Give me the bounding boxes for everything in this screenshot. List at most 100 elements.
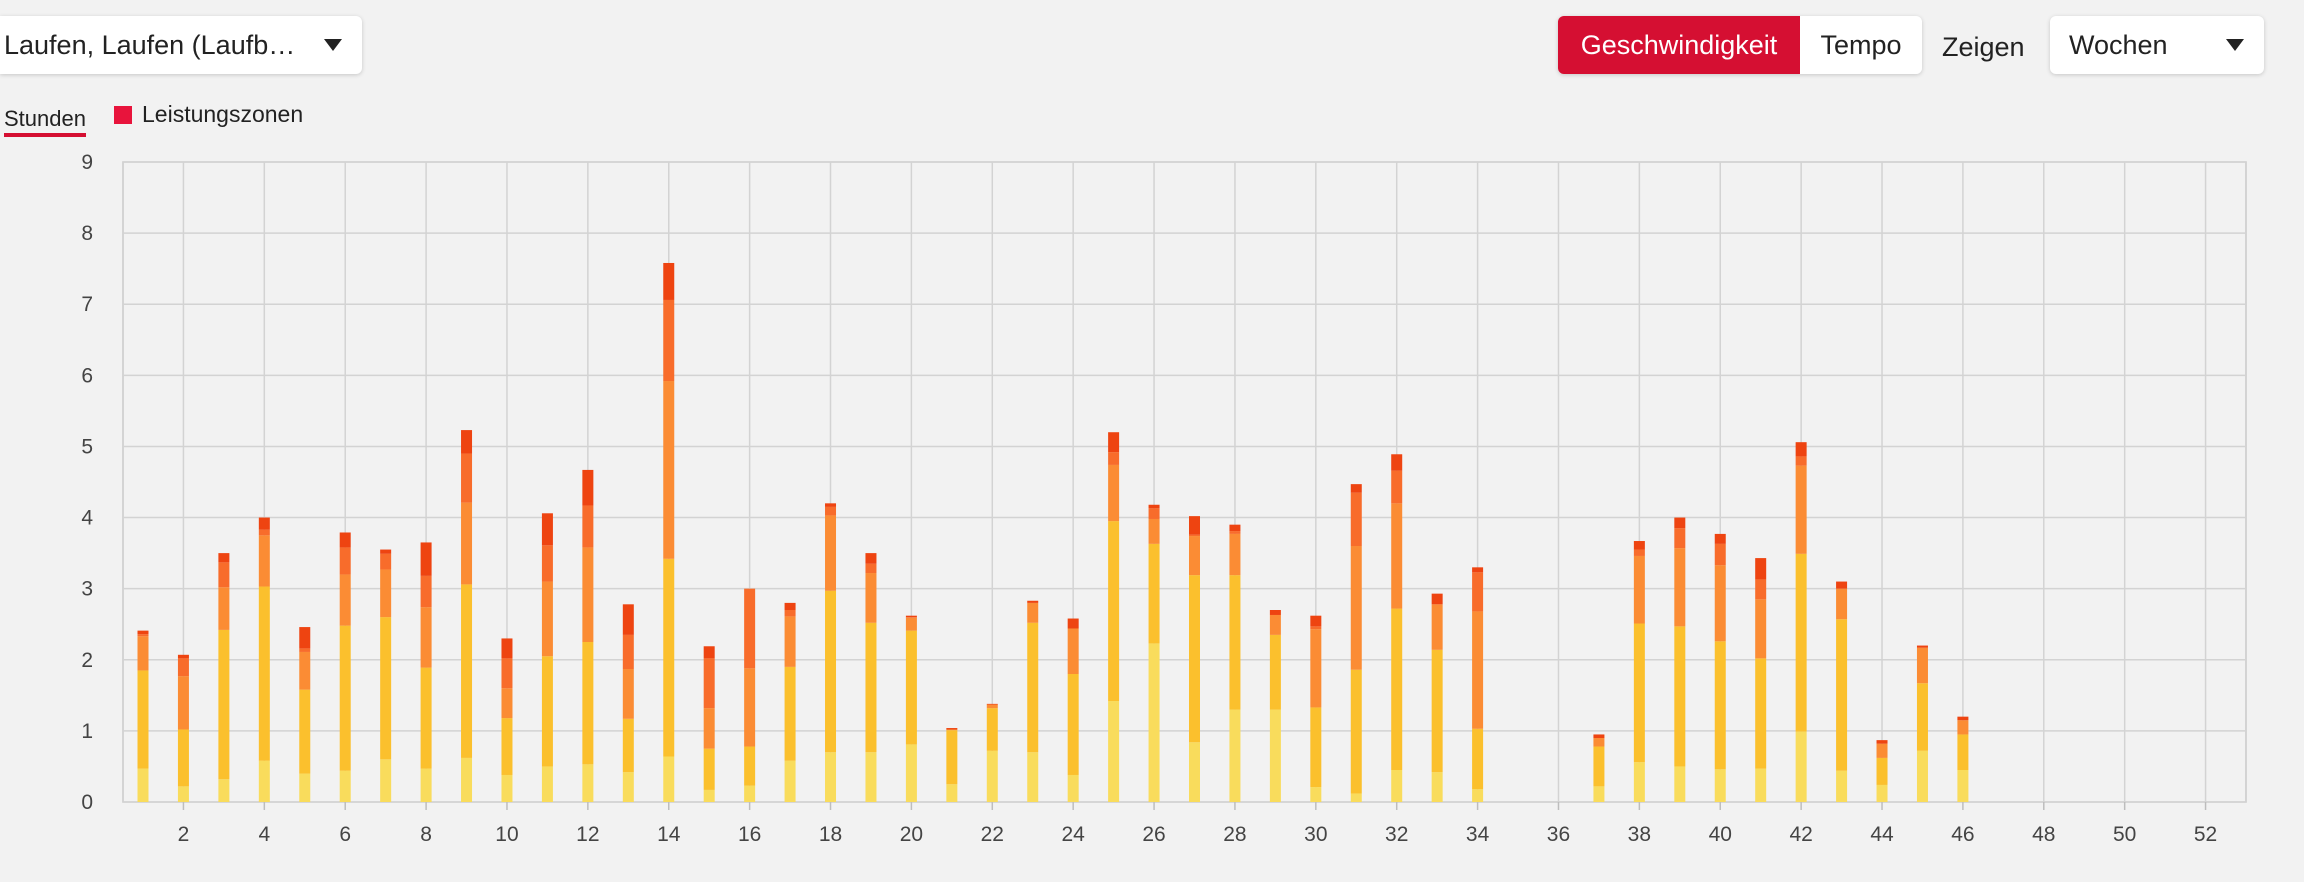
x-tick-label: 42 [1789,823,1812,846]
bar-segment [541,656,553,767]
y-tick-label: 2 [81,649,93,672]
bar-segment [1836,581,1848,589]
bar-segment [1714,533,1726,544]
bar-segment [946,729,958,731]
y-tick-label: 0 [81,791,93,814]
bar-segment [1067,618,1079,629]
bar-segment [1714,565,1726,642]
bar-segment [339,532,351,548]
bar-segment [461,453,473,503]
bar-segment [1108,432,1120,453]
bar-segment [1795,553,1807,732]
x-tick-label: 38 [1628,823,1651,846]
y-tick-label: 1 [81,720,93,743]
speed-toggle-button[interactable]: Geschwindigkeit [1558,16,1800,74]
bar-segment [622,669,634,719]
bar-segment [703,789,715,802]
bar-segment [825,503,837,507]
bar-segment [582,469,594,506]
bar-segment [865,622,877,753]
bar-segment [461,757,473,802]
bar-segment [1957,716,1969,721]
bar-segment [1027,600,1039,603]
bar-segment [218,562,230,588]
bar-segment [663,381,675,559]
bar-segment [1472,572,1484,612]
y-tick-label: 7 [81,293,93,316]
x-tick-label: 4 [258,823,270,846]
bar-segment [1027,622,1039,753]
x-tick-label: 30 [1304,823,1327,846]
sport-select[interactable]: Laufen, Laufen (Laufb… [0,16,362,74]
bar-segment [1795,442,1807,457]
bar-segment [1148,543,1160,644]
bar-segment [420,542,432,576]
bar-segment [258,517,270,530]
x-tick-label: 2 [178,823,190,846]
bar-segment [744,785,756,802]
bar-segment [1593,734,1605,738]
bar-segment [258,535,270,587]
bar-segment [1310,629,1322,708]
bar-segment [865,752,877,802]
bar-segment [703,658,715,709]
tab-hours[interactable]: Stunden [4,106,86,137]
bar-segment [1633,762,1645,802]
legend-zones[interactable]: Leistungszonen [114,101,303,128]
bar-segment [501,638,513,659]
x-tick-label: 36 [1547,823,1570,846]
bar-segment [380,549,392,554]
bar-segment [663,262,675,300]
bar-segment [946,730,958,785]
y-tick-label: 6 [81,364,93,387]
plot-area [122,161,2247,803]
bar-segment [1350,492,1362,546]
bar-segment [461,502,473,585]
x-tick-label: 20 [900,823,923,846]
x-tick-label: 14 [657,823,681,846]
bar-segment [1876,740,1888,744]
x-tick-label: 10 [495,823,518,846]
bar-segment [1189,534,1200,537]
bar-segment [1916,645,1928,648]
x-tick-label: 48 [2032,823,2055,846]
x-tick-label: 24 [1061,823,1085,846]
bar-segment [1957,770,1969,802]
bar-segment [339,574,351,626]
period-select[interactable]: Wochen [2050,16,2264,74]
bar-segment [137,630,149,635]
y-tick-label: 8 [81,222,93,245]
bar-segment [986,750,998,802]
bar-segment [1714,543,1726,566]
bar-segment [865,573,877,623]
period-select-label: Wochen [2069,29,2168,60]
bar-segment [1876,757,1888,785]
bar-segment [541,766,553,802]
bar-segment [1755,558,1767,580]
unit-toggle: Geschwindigkeit Tempo [1558,16,1922,74]
bar-segment [703,748,715,790]
bar-segment [1714,769,1726,802]
bar-segment [218,587,230,630]
x-tick-label: 44 [1870,823,1894,846]
bar-segment [905,744,917,802]
bar-segment [1836,588,1848,620]
bar-segment [663,558,675,757]
legend-label: Leistungszonen [142,101,304,127]
bar-segment [339,625,351,771]
bar-segment [825,506,837,516]
x-tick-label: 52 [2194,823,2217,846]
bar-segment [1148,504,1160,509]
bar-segment [1189,575,1200,743]
bar-segment [1876,743,1888,758]
x-tick-label: 26 [1142,823,1165,846]
bar-segment [218,553,230,563]
bar-segment [1148,643,1160,802]
pace-toggle-button[interactable]: Tempo [1800,16,1922,74]
bar-segment [1310,615,1322,627]
y-tick-label: 3 [81,578,93,601]
bar-segment [1229,575,1241,710]
bar-segment [1633,623,1645,763]
bar-segment [177,658,189,677]
